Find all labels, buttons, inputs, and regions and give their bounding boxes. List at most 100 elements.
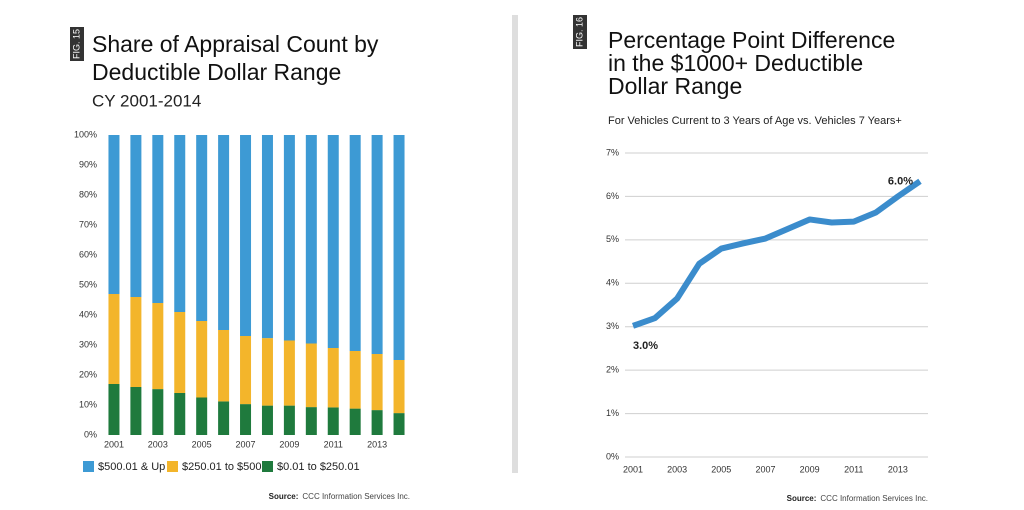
line	[631, 178, 922, 329]
x-tick-label: 2003	[667, 464, 687, 474]
divider	[512, 15, 518, 473]
bar-segment	[305, 343, 317, 408]
bar-segment	[327, 407, 339, 435]
x-tick-label: 2011	[844, 464, 863, 474]
fig-tab	[70, 27, 84, 61]
y-tick-label: 70%	[79, 219, 97, 229]
bar-segment	[349, 135, 361, 351]
x-tick-label: 2007	[755, 464, 775, 474]
bar-segment	[371, 135, 383, 354]
bar-segment	[393, 413, 405, 435]
legend-swatch	[83, 461, 94, 472]
y-tick-label: 4%	[606, 278, 619, 288]
chart-subtitle: CY 2001-2014	[92, 91, 201, 110]
bar-segment	[240, 336, 252, 405]
legend-swatch	[262, 461, 273, 472]
chart-title: Dollar Range	[608, 73, 742, 99]
bar-segment	[283, 135, 295, 341]
bar-segment	[327, 135, 339, 348]
bar-segment	[196, 321, 208, 398]
fig-label: FIG. 15	[71, 29, 81, 59]
bar-segment	[305, 135, 317, 344]
bar-segment	[240, 135, 252, 336]
y-tick-label: 0%	[84, 429, 97, 439]
bar-segment	[174, 393, 186, 435]
bar-segment	[261, 338, 273, 406]
bar-segment	[371, 354, 383, 411]
bar-segment	[196, 397, 208, 435]
fig-label: FIG. 16	[574, 17, 584, 47]
chart-title: in the $1000+ Deductible	[608, 50, 863, 76]
x-tick-label: 2005	[711, 464, 731, 474]
bar-segment	[305, 407, 317, 435]
bar-segment	[108, 294, 120, 384]
bar-segment	[349, 351, 361, 409]
y-tick-label: 30%	[79, 339, 97, 349]
y-tick-label: 50%	[79, 279, 97, 289]
bar-segment	[371, 410, 383, 435]
chart-title: Share of Appraisal Count by	[92, 31, 379, 57]
bar-segment	[130, 135, 142, 297]
bar-segment	[196, 135, 208, 321]
legend-label: $250.01 to $500	[182, 461, 262, 473]
x-tick-label: 2011	[324, 439, 343, 449]
bar-segment	[130, 387, 142, 435]
source: CCC Information Services Inc.	[820, 494, 928, 503]
x-tick-label: 2003	[148, 439, 168, 449]
bar-segment	[130, 297, 142, 387]
bar-segment	[240, 404, 252, 435]
y-tick-label: 7%	[606, 147, 619, 157]
x-tick-label: 2005	[192, 439, 212, 449]
chart-title: Deductible Dollar Range	[92, 59, 341, 85]
y-tick-label: 90%	[79, 159, 97, 169]
bar-segment	[283, 405, 295, 435]
x-tick-label: 2007	[236, 439, 256, 449]
y-tick-label: 100%	[74, 129, 97, 139]
bar-segment	[261, 135, 273, 339]
bar-segment	[218, 330, 230, 402]
bar-segment	[283, 340, 295, 406]
bar-segment	[327, 348, 339, 408]
source-label: Source:	[787, 494, 817, 503]
chart-subtitle: For Vehicles Current to 3 Years of Age v…	[608, 115, 902, 127]
bar-segment	[108, 384, 120, 435]
fig-tab	[573, 15, 587, 49]
y-tick-label: 1%	[606, 408, 619, 418]
bar-segment	[174, 135, 186, 312]
x-tick-label: 2001	[104, 439, 124, 449]
legend-label: $500.01 & Up	[98, 461, 165, 473]
bar-segment	[152, 389, 164, 435]
y-tick-label: 40%	[79, 309, 97, 319]
bar-segment	[393, 135, 405, 360]
bar-segment	[152, 135, 164, 303]
chart-title: Percentage Point Difference	[608, 27, 895, 53]
y-tick-label: 0%	[606, 451, 619, 461]
legend-label: $0.01 to $250.01	[277, 461, 360, 473]
annotation: 3.0%	[633, 340, 658, 352]
legend-swatch	[167, 461, 178, 472]
x-tick-label: 2009	[800, 464, 820, 474]
y-tick-label: 80%	[79, 189, 97, 199]
bar-segment	[349, 408, 361, 435]
bar-segment	[152, 303, 164, 390]
source: CCC Information Services Inc.	[302, 492, 410, 501]
y-tick-label: 6%	[606, 191, 619, 201]
bar-segment	[393, 360, 405, 414]
x-tick-label: 2009	[279, 439, 299, 449]
y-tick-label: 5%	[606, 234, 619, 244]
y-tick-label: 2%	[606, 365, 619, 375]
annotation: 6.0%	[888, 175, 913, 187]
y-tick-label: 60%	[79, 249, 97, 259]
bar-segment	[218, 135, 230, 330]
source-label: Source:	[269, 492, 299, 501]
bar-segment	[218, 401, 230, 435]
y-tick-label: 20%	[79, 369, 97, 379]
bar-segment	[108, 135, 120, 294]
x-tick-label: 2013	[367, 439, 387, 449]
bar-segment	[174, 312, 186, 393]
y-tick-label: 3%	[606, 321, 619, 331]
bar-segment	[261, 405, 273, 435]
x-tick-label: 2013	[888, 464, 908, 474]
x-tick-label: 2001	[623, 464, 643, 474]
